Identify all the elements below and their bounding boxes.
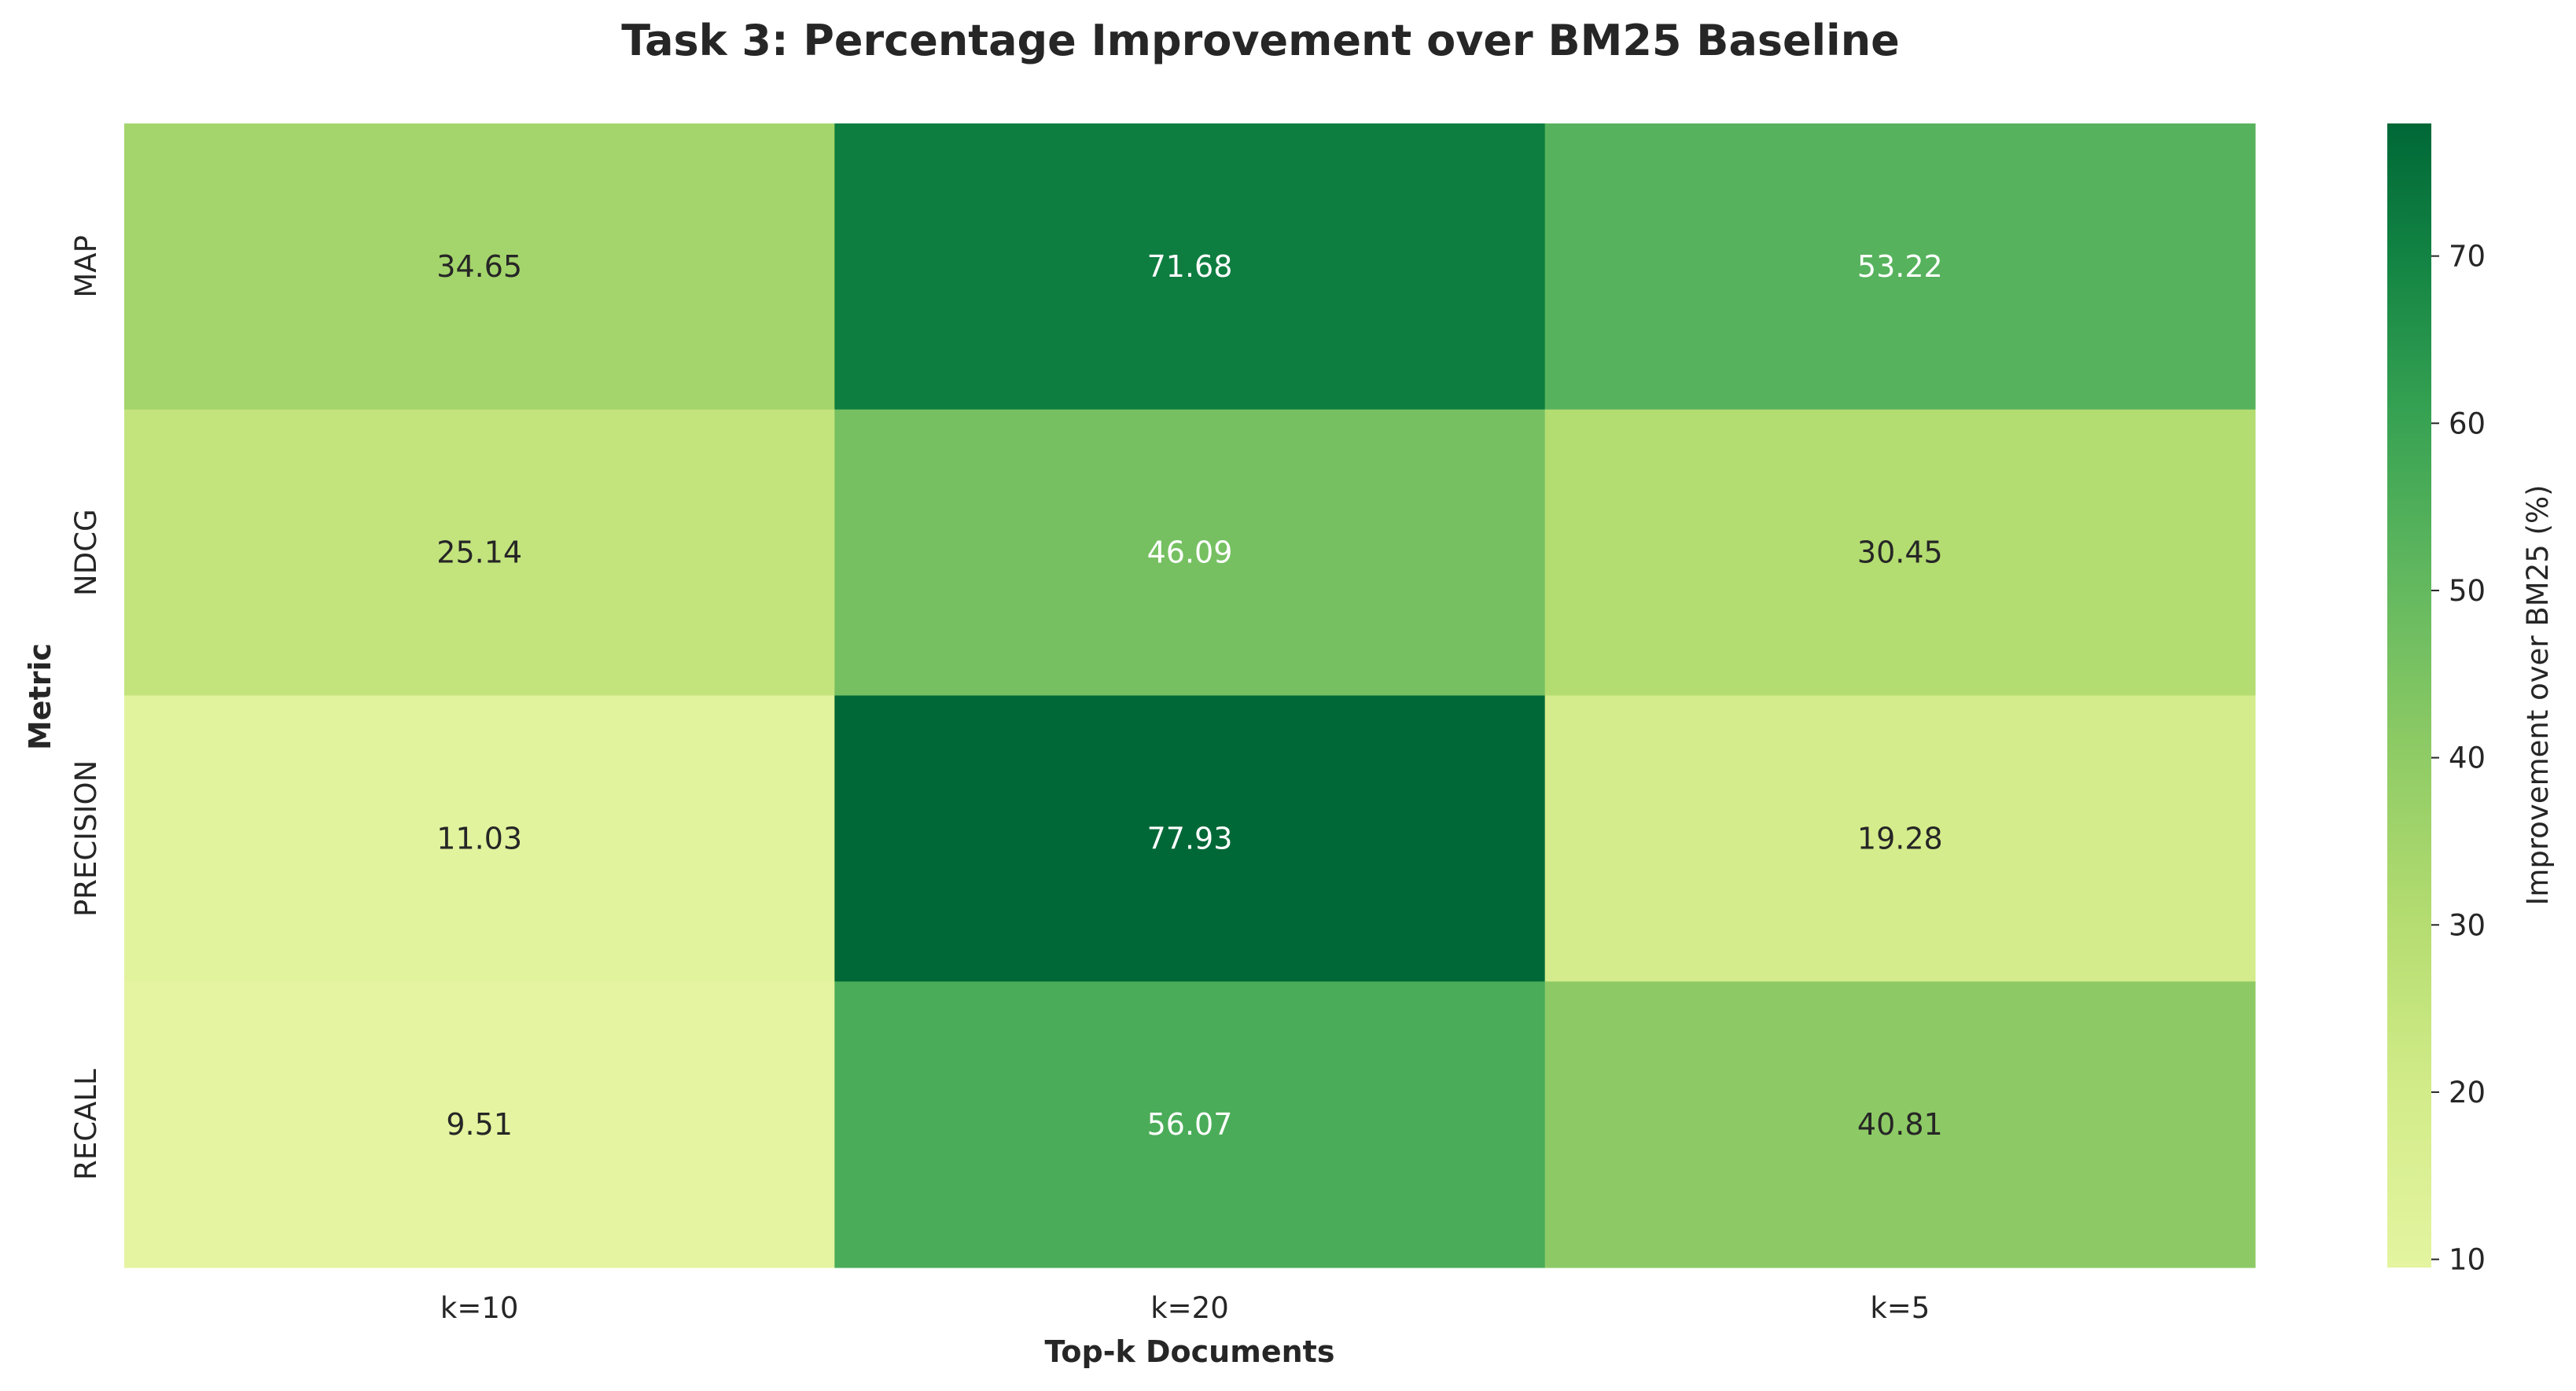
heatmap-cell-labels: 34.65 71.68 53.22 25.14 46.09 30.45 11.03 77.93… — [436, 249, 1942, 1142]
heatmap-cell-label: 71.68 — [1147, 249, 1233, 284]
colorbar-tick-label: 10 — [2449, 1243, 2486, 1277]
heatmap-cell-label: 46.09 — [1147, 535, 1233, 570]
x-tick-label: k=20 — [1150, 1291, 1229, 1325]
heatmap-cell-label: 56.07 — [1147, 1107, 1233, 1142]
y-tick-label: PRECISION — [69, 760, 103, 917]
colorbar-ticks: 10 20 30 40 50 60 70 — [2431, 240, 2486, 1277]
heatmap-cell — [834, 981, 1546, 1268]
heatmap-cells — [124, 123, 2256, 1268]
heatmap-cell — [834, 123, 1546, 410]
y-tick-label: RECALL — [69, 1069, 103, 1180]
colorbar-tick-label: 70 — [2449, 240, 2486, 274]
heatmap-cell-label: 30.45 — [1857, 535, 1943, 570]
x-tick-label: k=10 — [440, 1291, 519, 1325]
colorbar-tick-label: 60 — [2449, 407, 2486, 440]
heatmap-cell-label: 34.65 — [436, 249, 522, 284]
heatmap-cell-label: 40.81 — [1857, 1107, 1943, 1142]
heatmap-cell-label: 53.22 — [1857, 249, 1943, 284]
chart-title: Task 3: Percentage Improvement over BM25… — [621, 16, 1900, 65]
colorbar — [2387, 123, 2431, 1268]
heatmap-cell — [124, 409, 835, 696]
heatmap-cell-label: 9.51 — [446, 1107, 513, 1142]
heatmap-cell — [124, 695, 835, 982]
y-tick-label: NDCG — [69, 509, 103, 596]
heatmap-cell — [1544, 695, 2256, 982]
heatmap-cell — [1544, 981, 2256, 1268]
heatmap-cell — [124, 981, 835, 1268]
heatmap-cell — [124, 123, 835, 410]
x-tick-label: k=5 — [1870, 1291, 1930, 1325]
colorbar-tick-label: 30 — [2449, 908, 2486, 942]
colorbar-tick-label: 40 — [2449, 741, 2486, 775]
y-axis-label: Metric — [23, 643, 57, 750]
heatmap-cell-label: 77.93 — [1147, 821, 1233, 856]
y-axis-tick-labels: MAP NDCG PRECISION RECALL — [69, 235, 103, 1180]
heatmap-cell — [1544, 409, 2256, 696]
colorbar-tick-label: 20 — [2449, 1076, 2486, 1109]
heatmap-cell — [834, 409, 1546, 696]
colorbar-label: Improvement over BM25 (%) — [2521, 484, 2555, 905]
heatmap-cell — [834, 695, 1546, 982]
y-tick-label: MAP — [69, 235, 103, 298]
heatmap-cell-label: 11.03 — [436, 821, 522, 856]
x-axis-label: Top-k Documents — [1045, 1334, 1335, 1369]
x-axis-tick-labels: k=10 k=20 k=5 — [440, 1291, 1930, 1325]
colorbar-tick-label: 50 — [2449, 574, 2486, 608]
heatmap-cell — [1544, 123, 2256, 410]
heatmap-cell-label: 25.14 — [436, 535, 522, 570]
heatmap-cell-label: 19.28 — [1857, 821, 1943, 856]
